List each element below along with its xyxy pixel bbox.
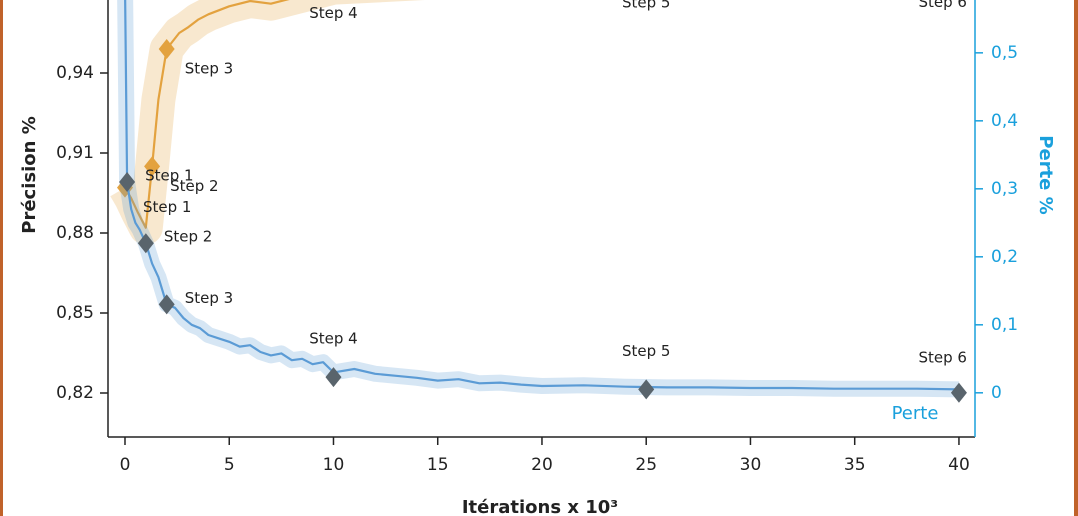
- y2-tick-label: 0,3: [991, 179, 1018, 199]
- step-marker: [137, 233, 154, 254]
- x-tick-label: 35: [844, 455, 866, 475]
- y2-tick-label: 0,1: [991, 315, 1018, 335]
- y2-axis-label: Perte %: [1035, 135, 1056, 214]
- step-marker: [638, 379, 655, 400]
- step-marker: [119, 172, 136, 193]
- frame-edge: [0, 0, 3, 516]
- y-tick-label: 0,91: [56, 143, 94, 163]
- plot-area: [110, 0, 967, 403]
- x-tick-label: 20: [531, 455, 553, 475]
- step-marker: [325, 367, 342, 388]
- step-label: Step 2: [170, 177, 218, 195]
- y-tick-label: 0,88: [56, 223, 94, 243]
- step-marker: [158, 294, 175, 315]
- step-label: Step 1: [145, 167, 193, 185]
- step-label: Step 1: [143, 198, 191, 216]
- y2-tick-label: 0,2: [991, 247, 1018, 267]
- y2-tick-label: 0: [991, 383, 1002, 403]
- step-label: Step 6: [918, 0, 966, 11]
- y-axis-label: Précision %: [19, 116, 40, 233]
- step-label: Step 3: [185, 289, 233, 307]
- step-label: Step 2: [164, 228, 212, 246]
- y2-tick-label: 0,4: [991, 111, 1018, 131]
- series-band: [110, 0, 425, 245]
- y2-tick-label: 0,5: [991, 43, 1018, 63]
- legend-label: Perte: [892, 403, 939, 424]
- y-tick-label: 0,85: [56, 303, 94, 323]
- x-axis-label: Itérations x 10³: [462, 497, 618, 516]
- step-marker: [144, 156, 161, 177]
- series-line: [124, 0, 959, 391]
- x-tick-label: 30: [740, 455, 762, 475]
- series-band: [117, 0, 960, 398]
- step-label: Step 5: [622, 342, 670, 360]
- step-label: Step 5: [622, 0, 670, 12]
- x-tick-label: 10: [323, 455, 345, 475]
- series-line: [124, 0, 290, 229]
- step-label: Step 3: [185, 60, 233, 78]
- x-tick-label: 25: [635, 455, 657, 475]
- step-label: Step 4: [309, 330, 357, 348]
- step-label: Step 6: [918, 348, 966, 366]
- step-label: Step 4: [309, 4, 357, 22]
- step-marker: [950, 382, 967, 403]
- y-tick-label: 0,94: [56, 63, 94, 83]
- x-tick-label: 40: [948, 455, 970, 475]
- x-tick-label: 5: [224, 455, 235, 475]
- y-tick-label: 0,82: [56, 383, 94, 403]
- step-marker: [158, 39, 175, 59]
- frame-edge: [1074, 0, 1078, 516]
- y-tick-label: 0,97: [56, 0, 94, 3]
- x-tick-label: 15: [427, 455, 449, 475]
- x-tick-label: 0: [120, 455, 131, 475]
